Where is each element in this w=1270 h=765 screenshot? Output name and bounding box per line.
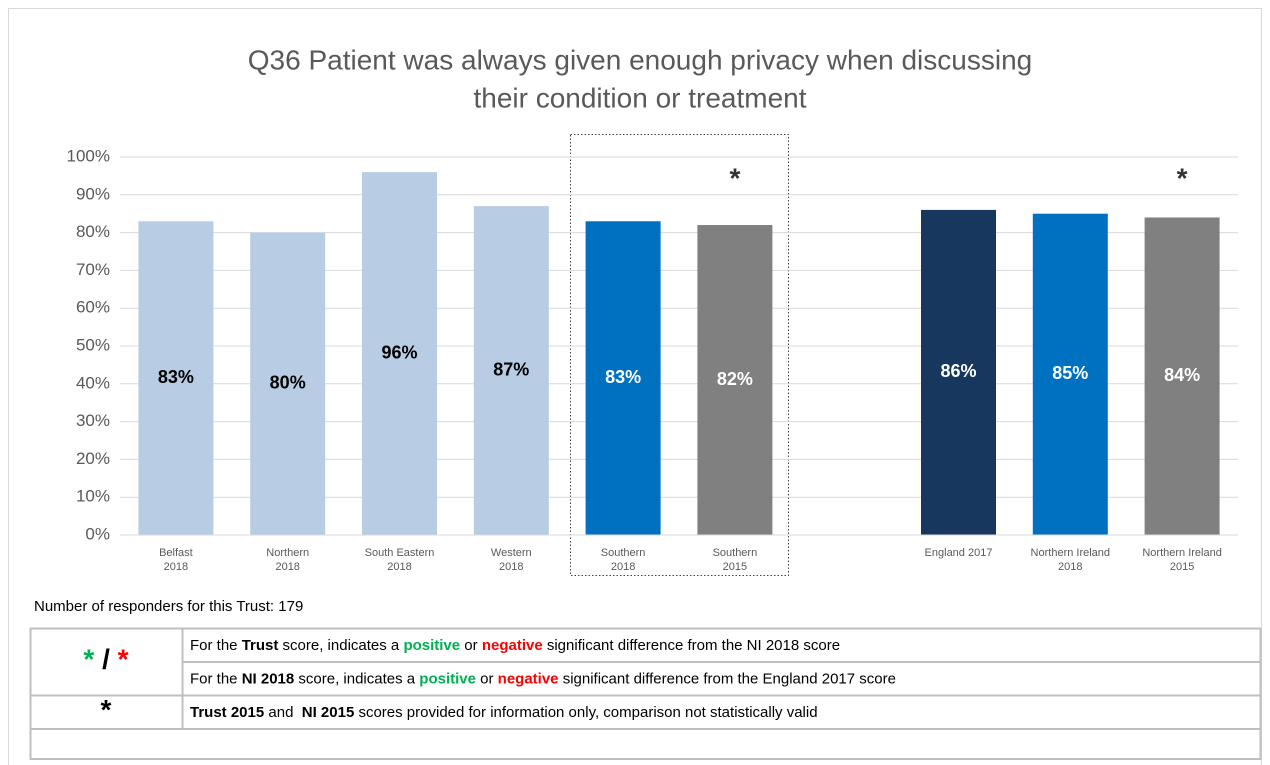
key-text-run: positive <box>403 637 460 654</box>
key-text-run: significant difference from the NI 2018 … <box>543 637 840 654</box>
x-tick-label: Belfast <box>159 547 193 559</box>
key-text: For the NI 2018 score, indicates a posit… <box>190 670 896 687</box>
key-text-run: scores provided for information only, co… <box>354 704 817 721</box>
x-tick-label: England 2017 <box>925 547 993 559</box>
group-box <box>570 134 789 576</box>
key-text-run: negative <box>498 670 559 687</box>
key-symbol-part: / <box>94 644 117 675</box>
y-tick-label: 20% <box>76 449 110 468</box>
bar <box>250 232 326 535</box>
x-tick-label: Southern <box>713 547 758 559</box>
x-tick-label: 2018 <box>164 561 188 573</box>
x-tick-label: Northern <box>266 547 309 559</box>
key-text: For the Trust score, indicates a positiv… <box>190 637 840 654</box>
bar <box>362 172 437 535</box>
key-text-run: NI 2018 <box>242 670 295 687</box>
key-symbol-part: * <box>83 644 94 675</box>
key-text-run: and <box>264 704 302 721</box>
x-tick-label: 2018 <box>275 561 299 573</box>
x-tick-label: 2015 <box>1170 561 1194 573</box>
bar <box>1032 213 1108 535</box>
x-tick-label: Northern Ireland <box>1142 547 1222 559</box>
data-label: 86% <box>940 361 976 381</box>
data-label: 85% <box>1052 363 1088 383</box>
y-tick-label: 70% <box>76 260 110 279</box>
key-text: Trust 2015 and NI 2015 scores provided f… <box>190 704 818 721</box>
y-tick-label: 10% <box>76 487 110 506</box>
data-label: 80% <box>270 373 306 393</box>
chart-frame <box>8 8 1262 765</box>
bar <box>1144 217 1220 536</box>
data-label: 83% <box>158 367 194 387</box>
key-text-run: or <box>476 670 498 687</box>
responders-note: Number of responders for this Trust: 179 <box>34 598 303 615</box>
annotation: * <box>1177 162 1188 193</box>
key-symbol-part: * <box>101 694 112 725</box>
y-tick-label: 90% <box>76 184 110 203</box>
key-empty-row <box>29 728 1262 760</box>
key-text-run: or <box>460 637 482 654</box>
data-label: 87% <box>493 359 529 379</box>
data-label: 96% <box>381 342 417 362</box>
key-text-run: Trust <box>242 637 279 654</box>
y-tick-label: 60% <box>76 298 110 317</box>
key-text-run: NI 2015 <box>302 704 355 721</box>
x-tick-label: 2018 <box>1058 561 1082 573</box>
data-label: 82% <box>717 369 753 389</box>
bar <box>585 221 661 535</box>
annotation: * <box>729 162 740 193</box>
data-label: 84% <box>1164 365 1200 385</box>
key-symbol: * <box>101 694 112 725</box>
y-tick-label: 30% <box>76 411 110 430</box>
y-tick-label: 100% <box>67 146 110 165</box>
chart-title: their condition or treatment <box>473 82 806 113</box>
key-text-run: For the <box>190 637 242 654</box>
key-text-run: For the <box>190 670 242 687</box>
key-text-run: score, indicates a <box>278 637 403 654</box>
key-text-run: Trust 2015 <box>190 704 264 721</box>
x-tick-label: South Eastern <box>365 547 435 559</box>
x-tick-label: Northern Ireland <box>1031 547 1111 559</box>
y-tick-label: 0% <box>85 524 110 543</box>
x-tick-label: 2018 <box>387 561 411 573</box>
key-symbol-part: * <box>118 644 129 675</box>
bar <box>697 225 773 536</box>
bar <box>473 206 549 535</box>
chart-title: Q36 Patient was always given enough priv… <box>248 44 1032 75</box>
key-text-run: score, indicates a <box>294 670 419 687</box>
x-tick-label: Western <box>491 547 532 559</box>
x-tick-label: Southern <box>601 547 646 559</box>
x-tick-label: 2018 <box>499 561 523 573</box>
key-text-run: positive <box>419 670 476 687</box>
key-text-run: negative <box>482 637 543 654</box>
y-tick-label: 80% <box>76 222 110 241</box>
bar <box>921 209 996 536</box>
y-tick-label: 50% <box>76 335 110 354</box>
key-symbol: * / * <box>83 644 128 675</box>
y-tick-label: 40% <box>76 373 110 392</box>
key-table: * / * For the Trust score, indicates a po… <box>29 627 1262 760</box>
x-tick-label: 2015 <box>723 561 747 573</box>
bar <box>138 221 214 535</box>
key-text-run: significant difference from the England … <box>559 670 896 687</box>
data-label: 83% <box>605 367 641 387</box>
x-tick-label: 2018 <box>611 561 635 573</box>
